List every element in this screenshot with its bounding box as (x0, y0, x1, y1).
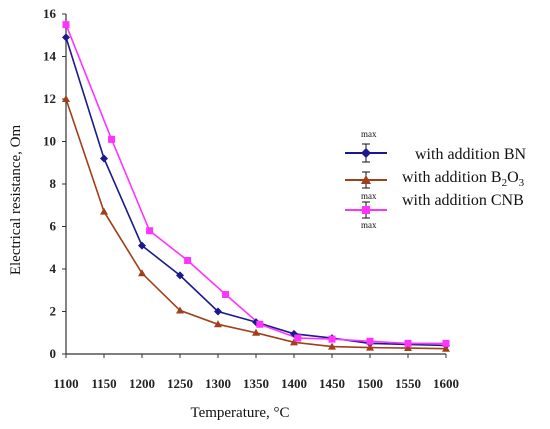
x-tick-label: 1550 (395, 376, 421, 391)
series-line-0 (65, 37, 447, 347)
axes (65, 14, 446, 355)
x-tick-label: 1100 (53, 376, 78, 391)
y-tick-label: 8 (50, 176, 57, 191)
series-line-2 (65, 24, 446, 345)
data-point-series-2 (294, 334, 302, 342)
data-point-series-2 (256, 320, 264, 328)
x-tick-label: 1150 (91, 376, 116, 391)
data-point-series-2 (442, 339, 450, 347)
series-line-1 (65, 98, 447, 350)
data-point-series-1 (176, 306, 184, 314)
y-tick-label: 0 (50, 346, 57, 361)
y-tick-label: 4 (50, 261, 57, 276)
data-point-series-1 (366, 343, 374, 351)
data-point-series-1 (290, 338, 298, 346)
y-tick-label: 2 (50, 304, 57, 319)
data-point-series-0 (62, 33, 70, 42)
data-point-series-0 (100, 154, 108, 163)
data-point-series-0 (138, 241, 146, 250)
data-point-series-1 (62, 95, 70, 102)
legend-symbol-bn (345, 143, 387, 163)
x-tick-label: 1400 (281, 376, 307, 391)
y-tick-label: 16 (43, 6, 57, 21)
x-ticks: 1100 1150 1200 1250 1300 1350 1400 1450 1500 1550… (53, 354, 459, 391)
x-tick-label: 1250 (167, 376, 193, 391)
y-tick-label: 10 (43, 134, 56, 149)
data-point-series-2 (146, 227, 154, 235)
x-tick-label: 1500 (357, 376, 383, 391)
legend-symbol-cnb (345, 201, 387, 219)
series-markers (62, 21, 450, 352)
legend-label-b2o3: with addition B2O3 (402, 169, 525, 189)
data-point-series-1 (100, 207, 108, 215)
legend-error-label-b2o3: max (361, 191, 377, 201)
data-point-series-2 (366, 337, 374, 345)
data-point-series-2 (62, 21, 70, 29)
data-point-series-1 (214, 320, 222, 328)
y-axis-label: Electrical resistance, Om (8, 125, 24, 276)
data-point-series-1 (138, 269, 146, 277)
x-axis-label: Temperature, °C (190, 405, 289, 421)
data-point-series-2 (328, 335, 336, 343)
data-point-series-1 (442, 344, 450, 352)
y-tick-label: 6 (50, 219, 57, 234)
y-tick-label: 12 (43, 91, 56, 106)
data-point-series-2 (222, 291, 230, 298)
y-ticks: 0 2 4 6 8 10 12 14 16 (43, 6, 66, 361)
data-point-series-2 (404, 339, 412, 347)
legend-label-cnb: with addition CNB (402, 192, 524, 209)
legend-error-label-bn: max (361, 129, 377, 139)
x-tick-label: 1350 (243, 376, 269, 391)
x-tick-label: 1600 (433, 376, 459, 391)
data-point-series-0 (176, 271, 184, 280)
legend-error-label-cnb: max (361, 220, 377, 230)
data-point-series-2 (108, 135, 116, 143)
legend: max with addition BN max with addition B… (345, 129, 527, 230)
data-point-series-1 (404, 344, 412, 352)
x-tick-label: 1200 (129, 376, 155, 391)
legend-label-bn: with addition BN (415, 146, 527, 163)
data-point-series-2 (184, 257, 192, 264)
data-point-series-0 (214, 307, 222, 316)
data-point-series-1 (328, 342, 336, 350)
x-tick-label: 1300 (205, 376, 231, 391)
y-tick-label: 14 (43, 49, 57, 64)
x-tick-label: 1450 (319, 376, 345, 391)
data-point-series-1 (252, 328, 260, 336)
legend-symbol-b2o3 (345, 171, 387, 189)
series-lines (65, 24, 447, 350)
